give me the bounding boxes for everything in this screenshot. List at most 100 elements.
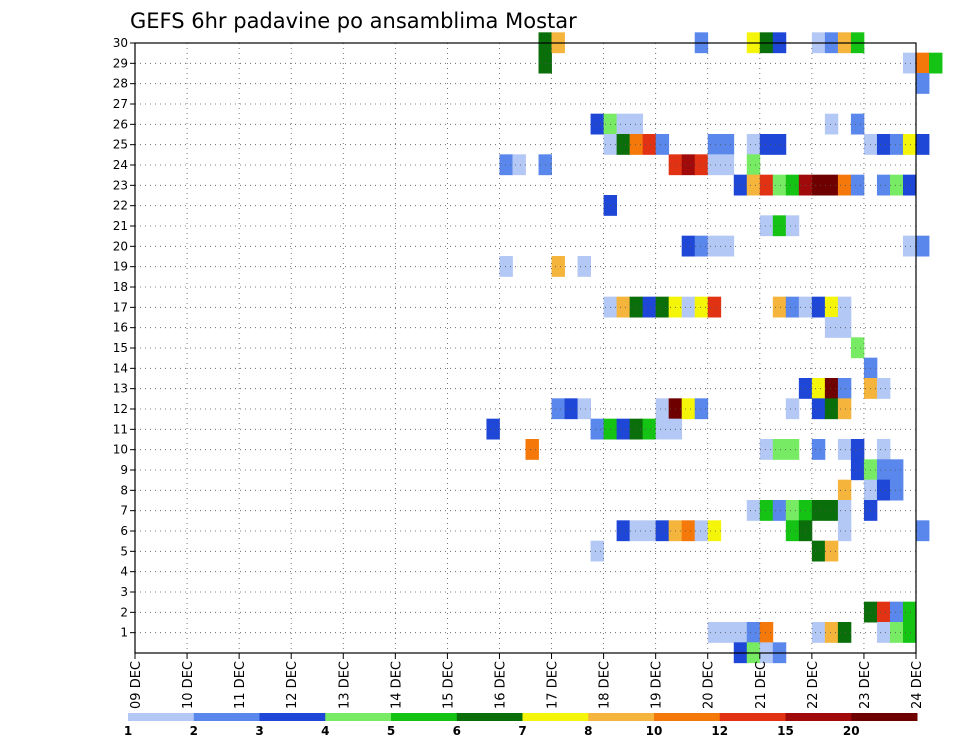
- precip-cell: [772, 296, 787, 318]
- precip-cell: [499, 154, 513, 176]
- colorbar-label: 12: [711, 724, 728, 738]
- precip-cell: [551, 398, 565, 420]
- y-tick-label: 19: [113, 260, 128, 274]
- y-tick-label: 9: [120, 463, 128, 477]
- precip-cell: [902, 52, 917, 74]
- x-tick-label: 12 DEC: [285, 661, 300, 709]
- precip-cell: [694, 296, 709, 318]
- precip-cell: [564, 398, 578, 420]
- precip-cell: [889, 622, 904, 643]
- colorbar-label: 8: [584, 724, 592, 738]
- precip-cell: [785, 398, 800, 420]
- precip-cell: [707, 235, 722, 257]
- x-tick-label: 19 DEC: [650, 661, 665, 709]
- precip-cell: [824, 174, 839, 196]
- precip-cell: [811, 378, 826, 399]
- y-tick-label: 22: [113, 199, 128, 213]
- precip-cell: [889, 459, 904, 481]
- precip-cell: [837, 622, 852, 643]
- colorbar-swatch: [785, 713, 852, 721]
- precip-cell: [785, 520, 800, 542]
- precip-cell: [551, 256, 565, 277]
- precip-cell: [642, 296, 657, 318]
- x-tick-label: 10 DEC: [181, 661, 196, 709]
- precip-cell: [590, 540, 604, 562]
- y-tick-label: 14: [113, 361, 128, 375]
- cells-layer: [486, 32, 943, 664]
- colorbar-label: 20: [843, 724, 860, 738]
- precip-cell: [811, 398, 826, 420]
- precip-cell: [876, 439, 891, 460]
- precip-cell: [785, 500, 800, 521]
- precip-cell: [876, 479, 891, 501]
- y-tick-label: 18: [113, 280, 128, 294]
- precip-cell: [707, 622, 722, 643]
- precip-cell: [525, 439, 539, 460]
- precip-cell: [759, 215, 774, 237]
- precip-cell: [824, 622, 839, 643]
- precip-cell: [746, 174, 761, 196]
- y-tick-label: 26: [113, 117, 128, 131]
- colorbar-label: 3: [255, 724, 263, 738]
- y-tick-label: 10: [113, 443, 128, 457]
- precip-cell: [916, 235, 930, 257]
- precip-cell: [642, 418, 657, 440]
- colorbar-label: 6: [453, 724, 461, 738]
- precip-cell: [772, 215, 787, 237]
- precip-cell: [876, 174, 891, 196]
- precip-cell: [902, 174, 917, 196]
- precip-cell: [876, 378, 891, 399]
- precip-cell: [850, 174, 865, 196]
- precip-cell: [850, 439, 865, 460]
- precip-cell: [889, 601, 904, 623]
- precip-cell: [824, 296, 839, 318]
- precip-cell: [642, 134, 657, 155]
- colorbar-swatch: [654, 713, 721, 721]
- precip-cell: [759, 439, 774, 460]
- precip-cell: [681, 520, 696, 542]
- x-tick-label: 24 DEC: [910, 661, 925, 709]
- y-tick-label: 2: [120, 605, 128, 619]
- precip-cell: [837, 317, 852, 338]
- precip-cell: [707, 296, 722, 318]
- colorbar-label: 1: [124, 724, 132, 738]
- precip-cell: [837, 296, 852, 318]
- y-tick-label: 11: [113, 422, 128, 436]
- precip-cell: [655, 520, 670, 542]
- precip-cell: [902, 235, 917, 257]
- precip-cell: [850, 459, 865, 481]
- precip-cell: [889, 479, 904, 501]
- precip-cell: [759, 134, 774, 155]
- precip-cell: [837, 439, 852, 460]
- precip-cell: [824, 540, 839, 562]
- precip-cell: [785, 439, 800, 460]
- y-tick-label: 23: [113, 178, 128, 192]
- precip-cell: [850, 337, 865, 359]
- colorbar-swatch: [522, 713, 589, 721]
- colorbar-swatch: [456, 713, 523, 721]
- precip-cell: [499, 256, 513, 277]
- precip-cell: [902, 601, 917, 623]
- y-tick-label: 29: [113, 56, 128, 70]
- precip-cell: [837, 378, 852, 399]
- precip-cell: [681, 296, 696, 318]
- precip-cell: [629, 113, 644, 135]
- precip-cell: [746, 622, 761, 643]
- y-tick-label: 16: [113, 321, 128, 335]
- colorbar-swatch: [851, 713, 918, 721]
- x-tick-label: 22 DEC: [806, 661, 821, 709]
- precip-cell: [629, 418, 644, 440]
- precip-cell: [916, 134, 930, 155]
- y-tick-label: 8: [120, 483, 128, 497]
- x-tick-label: 16 DEC: [493, 661, 508, 709]
- precip-cell: [759, 622, 774, 643]
- precip-cell: [837, 479, 852, 501]
- chart-title: GEFS 6hr padavine po ansamblima Mostar: [130, 9, 577, 33]
- precip-cell: [681, 154, 696, 176]
- x-tick-label: 09 DEC: [129, 661, 144, 709]
- x-tick-label: 14 DEC: [389, 661, 404, 709]
- precip-cell: [655, 398, 670, 420]
- precip-cell: [916, 52, 930, 74]
- precip-cell: [902, 622, 917, 643]
